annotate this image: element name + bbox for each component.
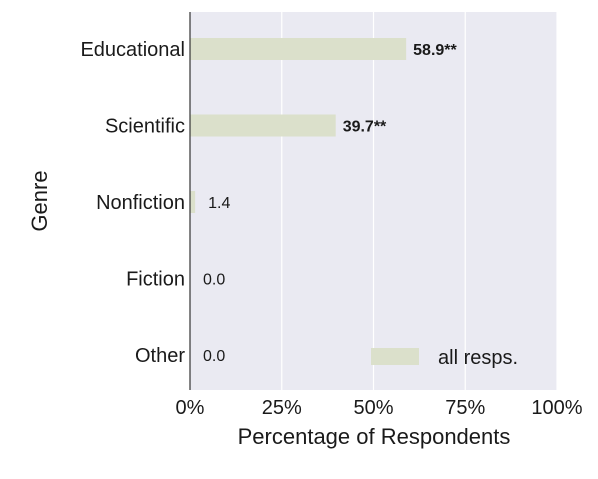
x-axis-title: Percentage of Respondents [238,424,511,449]
bars [190,38,407,213]
y-tick-label: Fiction [126,269,185,291]
legend-label: all resps. [438,347,518,369]
grid-lines [281,12,558,390]
x-tick-label: 0% [176,397,205,419]
x-tick-label: 25% [262,397,302,419]
y-tick-labels: Educational Scientific Nonfiction Fiction Ot… [80,39,185,367]
x-tick-label: 50% [353,397,393,419]
x-tick-label: 75% [445,397,485,419]
bar [190,38,407,60]
y-tick-label: Scientific [105,116,185,138]
bar-value-label: 58.9** [413,42,457,59]
y-tick-label: Other [135,345,185,367]
bar-value-label: 39.7** [343,119,387,136]
legend-swatch [371,348,419,365]
bar-value-labels: 58.9** 39.7** 1.4 0.0 0.0 [203,42,458,365]
bar-value-label: 1.4 [208,195,230,212]
bar-value-label: 0.0 [203,272,225,289]
bar [190,114,336,137]
bar-value-label: 0.0 [203,348,225,365]
y-axis-title: Genre [27,170,52,231]
x-tick-label: 100% [531,397,582,419]
legend: all resps. [371,347,518,369]
bar [190,191,196,213]
y-tick-label: Educational [80,39,185,61]
x-tick-labels: 0% 25% 50% 75% 100% [176,397,583,419]
y-tick-label: Nonfiction [96,192,185,214]
